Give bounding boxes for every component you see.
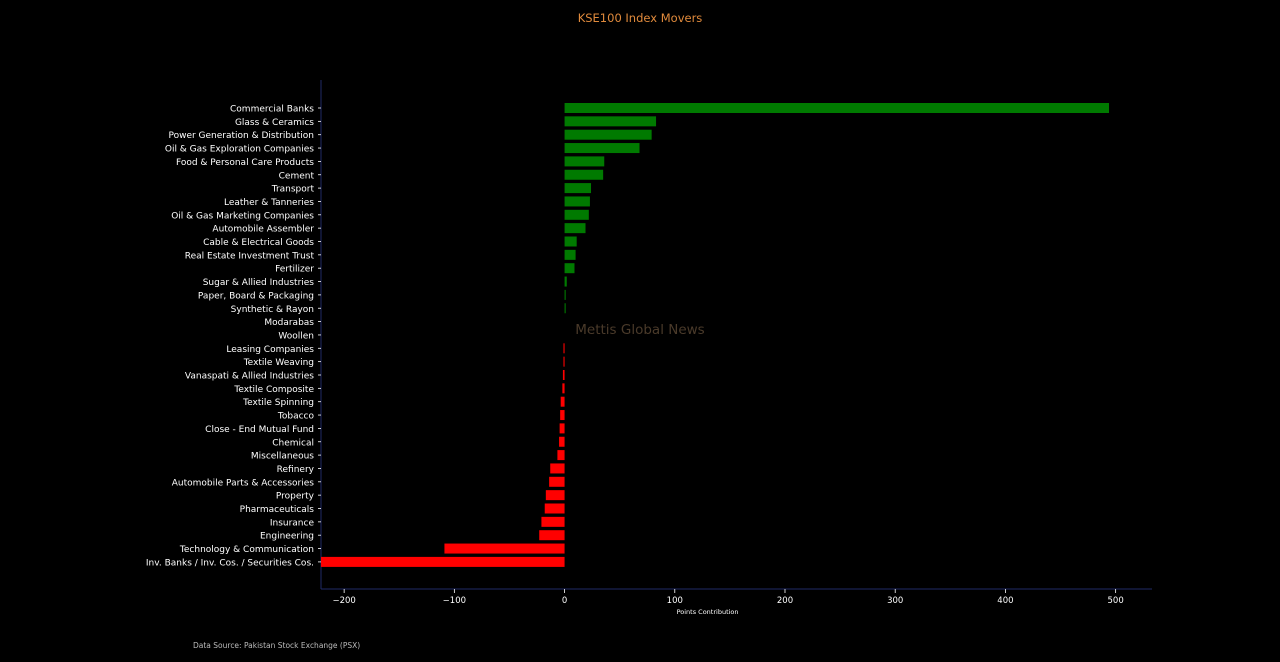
bar [564, 289, 566, 300]
bar [564, 223, 586, 234]
category-label: Pharmaceuticals [240, 505, 315, 515]
category-label: Commercial Banks [230, 105, 314, 115]
bar [564, 169, 604, 180]
bar [564, 183, 592, 194]
category-label: Close - End Mutual Fund [205, 425, 314, 435]
category-label: Property [276, 492, 315, 502]
bar [321, 556, 565, 567]
bar [564, 276, 567, 287]
bar [564, 236, 577, 247]
bar [539, 530, 565, 541]
x-tick-label: −200 [332, 596, 355, 606]
category-label: Technology & Communication [179, 545, 314, 555]
bar [563, 356, 565, 367]
category-label: Automobile Assembler [212, 225, 314, 235]
category-label: Vanaspati & Allied Industries [185, 372, 314, 382]
category-label: Glass & Ceramics [235, 118, 314, 128]
bar [563, 343, 565, 354]
category-label: Food & Personal Care Products [176, 158, 314, 168]
bar [549, 476, 565, 487]
x-tick-label: −100 [443, 596, 466, 606]
bar [564, 156, 605, 167]
bar [564, 129, 652, 140]
category-label: Inv. Banks / Inv. Cos. / Securities Cos. [146, 558, 314, 568]
bar [564, 196, 590, 207]
bar [564, 209, 589, 220]
x-tick-label: 500 [1108, 596, 1124, 606]
category-label: Modarabas [264, 318, 314, 328]
category-label: Cable & Electrical Goods [203, 238, 314, 248]
category-label: Transport [271, 185, 315, 195]
bar [557, 450, 565, 461]
x-tick-label: 0 [562, 596, 567, 606]
bar [564, 143, 640, 154]
category-label: Engineering [260, 532, 314, 542]
bar [560, 396, 565, 407]
category-label: Fertilizer [275, 265, 314, 275]
bar [562, 383, 565, 394]
category-label: Leasing Companies [226, 345, 314, 355]
bar [545, 490, 565, 501]
bar [559, 436, 565, 447]
bar [562, 370, 565, 380]
category-label: Power Generation & Distribution [168, 131, 314, 141]
bar [564, 103, 1110, 113]
watermark-text: Mettis Global News [575, 322, 704, 338]
category-label: Leather & Tanneries [224, 198, 314, 208]
category-label: Sugar & Allied Industries [203, 278, 315, 288]
category-label: Refinery [277, 465, 315, 475]
bar [564, 249, 576, 260]
x-tick-label: 100 [667, 596, 683, 606]
bar [564, 303, 566, 314]
category-label: Cement [279, 171, 315, 181]
bar [444, 543, 565, 554]
x-axis-label: Points Contribution [677, 608, 739, 616]
x-tick-label: 300 [887, 596, 903, 606]
bar [560, 410, 565, 421]
bar [559, 423, 565, 434]
category-label: Synthetic & Rayon [231, 305, 314, 315]
bar [564, 263, 575, 274]
x-tick-label: 400 [997, 596, 1013, 606]
bar [550, 463, 565, 474]
data-source-note: Data Source: Pakistan Stock Exchange (PS… [193, 641, 361, 650]
category-label: Textile Spinning [242, 398, 314, 408]
bar [544, 503, 565, 514]
category-label: Woollen [278, 331, 314, 341]
category-label: Paper, Board & Packaging [198, 291, 314, 301]
bar [541, 516, 565, 527]
category-label: Oil & Gas Marketing Companies [171, 211, 314, 221]
category-label: Oil & Gas Exploration Companies [165, 145, 314, 155]
category-label: Miscellaneous [251, 452, 314, 462]
x-tick-label: 200 [777, 596, 793, 606]
category-label: Tobacco [277, 412, 315, 422]
chart-title: KSE100 Index Movers [577, 11, 703, 25]
bar [564, 116, 657, 127]
category-label: Insurance [270, 518, 315, 528]
category-label: Real Estate Investment Trust [185, 251, 315, 261]
category-label: Textile Composite [233, 385, 314, 395]
category-label: Automobile Parts & Accessories [172, 478, 315, 488]
category-label: Textile Weaving [243, 358, 314, 368]
category-label: Chemical [272, 438, 314, 448]
